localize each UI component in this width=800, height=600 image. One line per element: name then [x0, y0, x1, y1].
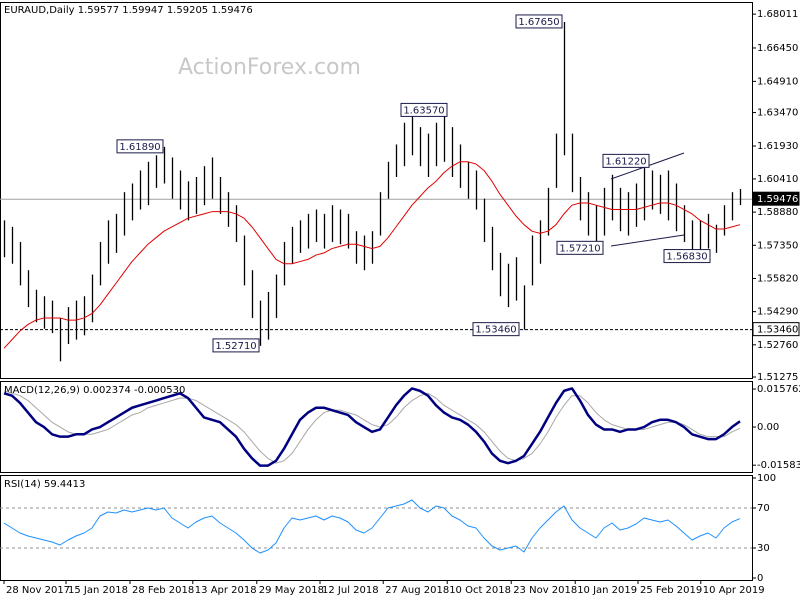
ohlc-close: 1.59476	[211, 5, 252, 16]
price-tag	[752, 191, 800, 206]
price-header: EURAUD,Daily 1.59577 1.59947 1.59205 1.5…	[4, 5, 253, 16]
y-tick-label: 1.52760	[757, 340, 798, 351]
annotation-label: 1.67650	[518, 17, 559, 28]
x-tick-label: 15 Jan 2018	[68, 585, 128, 596]
indicator-line	[3, 390, 741, 464]
indicator-line	[3, 499, 741, 554]
y-tick-label: 1.51275	[757, 372, 798, 383]
rsi-last: 59.4413	[44, 479, 85, 490]
y-tick-label: 1.57350	[757, 240, 798, 251]
x-tick-label: 10 Jan 2019	[577, 585, 637, 596]
indicator-line	[3, 161, 741, 349]
macd-last: 0.002374	[83, 385, 131, 396]
y-tick-label: 1.64910	[757, 76, 798, 87]
y-tick-label: 100	[757, 473, 776, 484]
y-tick-label: 1.63470	[757, 108, 798, 119]
watermark: ActionForex.com	[178, 55, 361, 80]
annotation-label: 1.63570	[403, 105, 444, 116]
indicator-line	[3, 387, 741, 467]
annotation-label: 1.52710	[215, 341, 256, 352]
x-tick-label: 13 Apr 2018	[195, 585, 257, 596]
annotation-box	[663, 249, 711, 264]
macd-title: MACD(12,26,9)	[4, 385, 80, 396]
rsi-panel	[0, 475, 753, 581]
price-tag-label: 1.53460	[757, 325, 798, 336]
annotation-label: 1.61890	[119, 142, 160, 153]
annotation-label: 1.53460	[475, 325, 516, 336]
y-tick-label: 1.55820	[757, 273, 798, 284]
x-tick-label: 10 Oct 2018	[449, 585, 511, 596]
y-tick-label: 1.68011	[757, 9, 798, 20]
annotation-label: 1.61220	[605, 156, 646, 167]
y-tick-label: 1.61930	[757, 141, 798, 152]
y-tick-label: 0.015762	[757, 384, 800, 395]
annotation-box	[515, 14, 563, 29]
y-tick-label: 30	[757, 543, 770, 554]
annotation-box	[602, 153, 650, 168]
y-tick-label: 1.58880	[757, 207, 798, 218]
trend-line	[610, 234, 685, 247]
x-tick-label: 27 Aug 2018	[385, 585, 449, 596]
symbol-title: EURAUD,Daily	[4, 5, 75, 16]
ohlc-open: 1.59577	[78, 5, 119, 16]
x-tick-label: 28 Nov 2017	[6, 585, 70, 596]
annotation-box	[400, 102, 448, 117]
y-tick-label: 1.66450	[757, 43, 798, 54]
ohlc-low: 1.59205	[167, 5, 208, 16]
ohlc-high: 1.59947	[122, 5, 163, 16]
annotation-label: 1.57210	[559, 243, 600, 254]
y-tick-label: 0.00	[757, 422, 779, 433]
x-tick-label: 23 Nov 2018	[513, 585, 577, 596]
annotation-box	[472, 322, 520, 337]
rsi-header: RSI(14) 59.4413	[4, 479, 85, 490]
signal-last: -0.000530	[134, 385, 185, 396]
x-tick-label: 28 Feb 2018	[132, 585, 194, 596]
annotation-box	[556, 240, 604, 255]
y-tick-label: -0.015834	[757, 460, 800, 471]
y-tick-label: 0	[757, 573, 763, 584]
rsi-title: RSI(14)	[4, 479, 41, 490]
x-tick-label: 12 Jul 2018	[322, 585, 379, 596]
price-tag	[752, 322, 800, 337]
x-tick-label: 25 Feb 2019	[640, 585, 702, 596]
annotation-label: 1.56830	[666, 252, 707, 263]
y-tick-label: 70	[757, 503, 770, 514]
y-tick-label: 1.54290	[757, 307, 798, 318]
x-tick-label: 29 May 2018	[259, 585, 324, 596]
price-tag-label: 1.59476	[757, 194, 798, 205]
macd-header: MACD(12,26,9) 0.002374 -0.000530	[4, 385, 185, 396]
y-tick-label: 1.60410	[757, 174, 798, 185]
price-panel	[0, 2, 753, 379]
annotation-box	[116, 139, 164, 154]
annotation-box	[212, 338, 260, 353]
x-tick-label: 10 Apr 2019	[703, 585, 765, 596]
